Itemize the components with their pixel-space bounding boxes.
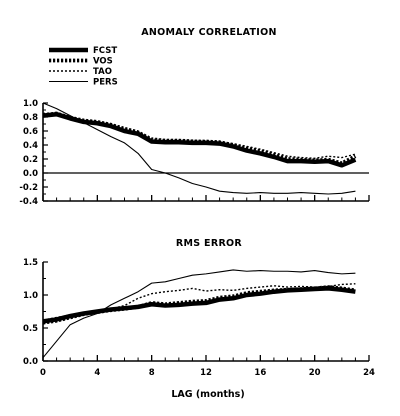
rms-error-plot: 0.0 0.5 1.0 1.5 0 4 8 12 16 20 24 [23,258,375,378]
anomaly-y-tick-label: 0.4 [23,141,38,151]
anomaly-y-tick-label: 0.6 [23,127,38,137]
anomaly-series-pers [42,102,356,195]
anomaly-series-fcst [42,111,357,168]
x-axis-title: LAG (months) [171,389,244,400]
rms-y-tick-label: 0.5 [23,324,38,334]
rms-y-tick-label: 0.0 [23,357,38,367]
rms-x-tick-label: 0 [40,368,46,378]
rms-x-tick-label: 24 [363,368,375,378]
chart-title-anomaly: ANOMALY CORRELATION [141,27,277,38]
rms-series-fcst [42,286,356,324]
legend-label-vos: VOS [93,57,113,67]
rms-y-tick-label: 1.5 [23,258,38,268]
anomaly-y-tick-label: 1.0 [23,99,38,109]
rms-x-tick-label: 16 [254,368,266,378]
anomaly-series-tao [43,112,356,160]
chart-title-rms: RMS ERROR [176,238,243,249]
anomaly-correlation-plot: -0.4 -0.2 0.0 0.2 0.4 0.6 0.8 1.0 [19,99,370,207]
legend-label-tao: TAO [93,67,112,77]
anomaly-y-tick-label: 0.0 [23,169,38,179]
anomaly-y-tick-label: 0.2 [23,155,38,165]
rms-y-tick-label: 1.0 [23,291,38,301]
rms-x-tick-label: 4 [94,368,100,378]
legend-label-pers: PERS [93,78,118,88]
rms-x-tick-label: 8 [149,368,155,378]
anomaly-y-tick-label: 0.8 [23,113,38,123]
rms-x-tick-label: 12 [200,368,212,378]
rms-x-tick-label: 20 [309,368,321,378]
legend-label-fcst: FCST [93,46,117,56]
anomaly-y-tick-label: -0.4 [19,197,38,207]
anomaly-y-tick-label: -0.2 [19,183,38,193]
